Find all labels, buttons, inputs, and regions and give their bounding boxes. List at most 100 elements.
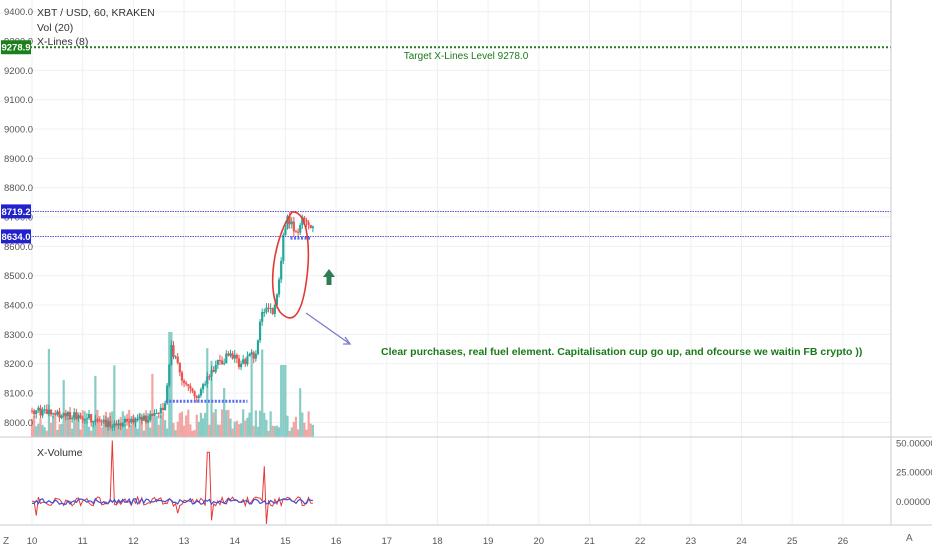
volume-bar [182, 425, 186, 437]
candle-body [43, 409, 46, 411]
candle-body [229, 353, 232, 356]
volume-bar [242, 409, 245, 437]
candle-body [185, 383, 188, 385]
x-tick-label: 26 [838, 536, 849, 547]
volume-bar [83, 411, 86, 437]
candle-body [191, 388, 194, 392]
volume-bar [66, 417, 70, 437]
volume-bar [54, 415, 57, 437]
candle-body [39, 407, 42, 416]
candle-body [151, 413, 154, 416]
candle-body [155, 413, 158, 415]
volume-bar [292, 421, 295, 437]
volume-bar [113, 365, 116, 437]
volume-bar [142, 430, 146, 437]
volume-bar [163, 420, 167, 437]
volume-bar [218, 424, 222, 437]
volume-bar [81, 410, 84, 437]
volume-bar [43, 427, 46, 437]
overlay-lines: Target X-Lines Level 9278.0 Clear purchas… [30, 46, 891, 403]
candle-body [68, 412, 72, 420]
highlight-circle [271, 211, 310, 319]
volume-bar [33, 415, 36, 437]
candle-body [30, 410, 34, 412]
volume-bar [294, 416, 298, 437]
symbol-label[interactable]: XBT / USD, 60, KRAKEN [37, 7, 155, 19]
y-tick-label: 8900.0 [4, 154, 33, 165]
candle-body [64, 412, 67, 417]
candle-body [62, 412, 65, 416]
volume-bar [102, 419, 105, 437]
candle-body [275, 294, 279, 305]
candle-body [147, 420, 150, 423]
candle-body [106, 420, 110, 427]
x-tick-label: 24 [736, 536, 747, 547]
volume-bar [174, 430, 177, 437]
candle-body [244, 359, 247, 365]
volume-bar [286, 415, 289, 437]
candle-body [111, 426, 114, 428]
candle-body [100, 421, 103, 423]
volume-bar [115, 424, 118, 437]
x-tick-label: 16 [331, 536, 342, 547]
volume-bar [45, 430, 48, 437]
candle-body [109, 420, 112, 427]
volume-bar [246, 417, 249, 437]
candle-body [210, 370, 213, 377]
y-tick-label: 9000.0 [4, 125, 33, 136]
volume-bar [68, 418, 72, 437]
volume-bar [123, 423, 127, 437]
candle-body [216, 359, 219, 365]
auto-scale-icon[interactable]: A [906, 533, 913, 544]
candle-body [79, 415, 82, 418]
volume-bar [79, 429, 82, 437]
volume-bar [290, 427, 293, 437]
candle-body [90, 414, 93, 423]
x-tick-label: 14 [229, 536, 240, 547]
candle-body [214, 364, 217, 372]
candle-body [178, 362, 181, 373]
chart-legend: XBT / USD, 60, KRAKEN Vol (20) X-Lines (… [37, 6, 155, 50]
x-tick-label: 19 [483, 536, 494, 547]
candle-body [290, 221, 293, 225]
volume-indicator-label[interactable]: Vol (20) [37, 21, 74, 34]
volume-bar [309, 423, 312, 437]
volume-bar [191, 430, 194, 437]
candle-body [119, 423, 122, 427]
y-tick-label: 8600.0 [4, 242, 33, 253]
candle-body [231, 353, 234, 359]
candle-body [172, 345, 175, 357]
y-tick-label: 9100.0 [4, 95, 33, 106]
candle-body [170, 345, 173, 365]
price-badge [1, 204, 31, 219]
x-volume-blue-series [31, 497, 313, 506]
grid-lines [30, 0, 891, 525]
volume-bar [254, 410, 257, 437]
volume-bar [210, 360, 213, 437]
volume-bar [92, 420, 95, 437]
x-volume-tick-label: 25.00000 [896, 468, 932, 479]
candle-body [258, 321, 262, 341]
y-tick-label: 8400.0 [4, 301, 33, 312]
volume-bar [258, 410, 262, 437]
candle-body [282, 235, 285, 261]
volume-bar [296, 429, 300, 437]
candle-body [225, 353, 228, 364]
volume-bar [52, 416, 55, 437]
volume-bar [280, 365, 283, 437]
volume-bar [140, 419, 143, 437]
up-arrow-icon [323, 269, 335, 285]
y-tick-label: 8000.0 [4, 418, 33, 429]
candle-body [176, 356, 179, 363]
volume-bar [178, 413, 181, 437]
candle-body [134, 419, 137, 423]
volume-bar [85, 420, 89, 437]
xlines-indicator-label[interactable]: X-Lines (8) [37, 36, 89, 48]
candle-body [94, 419, 97, 422]
timezone-icon[interactable]: Z [3, 536, 10, 547]
x-volume-title[interactable]: X-Volume [37, 447, 83, 459]
volume-bar [212, 412, 215, 437]
pointer-arrow-line [305, 312, 351, 345]
candle-body [168, 364, 171, 386]
